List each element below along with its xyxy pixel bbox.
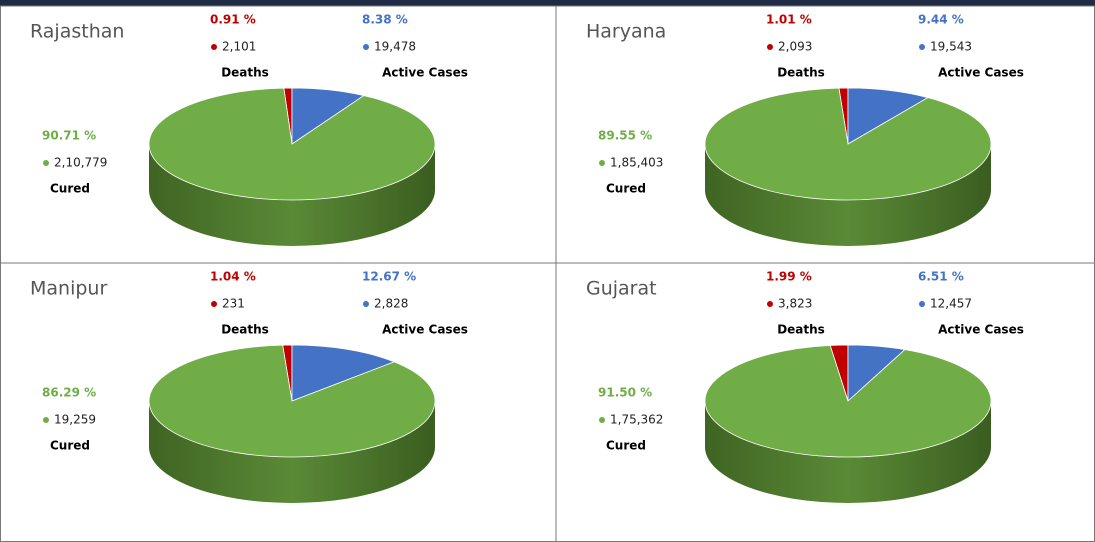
legend-dot: [767, 301, 773, 307]
pie-title: Haryana: [586, 21, 666, 43]
category-label: Cured: [606, 182, 646, 196]
count-label: 12,457: [930, 297, 972, 311]
percent-label: 1.99 %: [766, 270, 812, 284]
count-label: 2,101: [222, 40, 256, 54]
count-label: 1,85,403: [610, 156, 663, 170]
pie-slice: [291, 344, 396, 402]
count-label: 19,478: [374, 40, 416, 54]
legend-dot: [919, 301, 925, 307]
pie-title: Gujarat: [586, 278, 657, 300]
legend-dot: [363, 44, 369, 50]
count-label: 3,823: [778, 297, 812, 311]
category-label: Active Cases: [382, 323, 468, 337]
pie-slice: [847, 87, 929, 145]
legend-dot: [599, 417, 605, 423]
category-label: Cured: [50, 439, 90, 453]
percent-label: 90.71 %: [42, 129, 96, 143]
count-label: 2,10,779: [54, 156, 107, 170]
legend-dot: [211, 301, 217, 307]
pie-slice: [704, 87, 992, 201]
percent-label: 1.01 %: [766, 13, 812, 27]
legend-dot: [211, 44, 217, 50]
category-label: Deaths: [221, 66, 269, 80]
category-label: Cured: [606, 439, 646, 453]
category-label: Deaths: [221, 323, 269, 337]
pie-title: Rajasthan: [30, 21, 124, 43]
legend-dot: [363, 301, 369, 307]
category-label: Active Cases: [938, 323, 1024, 337]
count-label: 231: [222, 297, 245, 311]
percent-label: 91.50 %: [598, 386, 652, 400]
pie-slice: [148, 344, 436, 458]
percent-label: 1.04 %: [210, 270, 256, 284]
category-label: Deaths: [777, 66, 825, 80]
percent-label: 6.51 %: [918, 270, 964, 284]
count-label: 19,259: [54, 413, 96, 427]
percent-label: 86.29 %: [42, 386, 96, 400]
category-label: Active Cases: [938, 66, 1024, 80]
legend-dot: [43, 417, 49, 423]
legend-dot: [919, 44, 925, 50]
count-label: 2,828: [374, 297, 408, 311]
pie-slice: [704, 345, 992, 458]
pie-slice: [148, 87, 436, 201]
pie-title: Manipur: [30, 278, 107, 300]
legend-dot: [599, 160, 605, 166]
count-label: 2,093: [778, 40, 812, 54]
legend-dot: [43, 160, 49, 166]
category-label: Active Cases: [382, 66, 468, 80]
count-label: 19,543: [930, 40, 972, 54]
percent-label: 8.38 %: [362, 13, 408, 27]
percent-label: 9.44 %: [918, 13, 964, 27]
percent-label: 89.55 %: [598, 129, 652, 143]
legend-dot: [767, 44, 773, 50]
percent-label: 0.91 %: [210, 13, 256, 27]
category-label: Deaths: [777, 323, 825, 337]
top-bar: [0, 0, 1095, 6]
category-label: Cured: [50, 182, 90, 196]
percent-label: 12.67 %: [362, 270, 416, 284]
count-label: 1,75,362: [610, 413, 663, 427]
